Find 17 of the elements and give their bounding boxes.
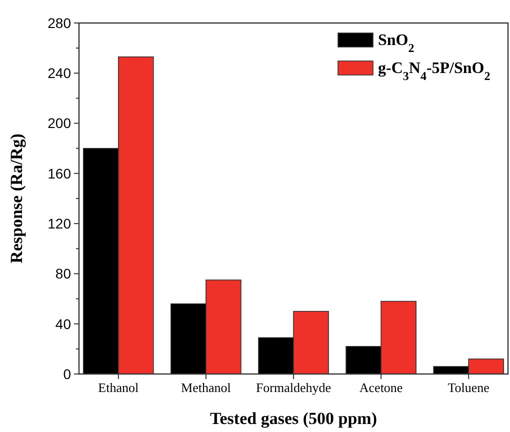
- legend-label: SnO$_{2}$: [378, 32, 414, 55]
- x-tick-label: Formaldehyde: [256, 380, 332, 395]
- y-tick-label: 80: [55, 266, 72, 282]
- y-tick-label: 160: [48, 165, 72, 182]
- y-tick-label: 40: [55, 316, 72, 332]
- y-tick-label: 280: [48, 14, 72, 31]
- y-tick-label: 200: [48, 115, 72, 132]
- legend-label: g-C$_{3}$N$_{4}$-5P/SnO$_{2}$: [378, 60, 490, 83]
- y-tick-label: 120: [48, 215, 72, 232]
- y-axis-title: Response (Ra/Rg): [7, 134, 26, 264]
- x-axis-title: Tested gases (500 ppm): [210, 409, 378, 428]
- x-tick-label: Acetone: [359, 380, 403, 395]
- x-tick-label: Toluene: [448, 380, 490, 395]
- y-tick-label: 240: [48, 65, 72, 82]
- x-tick-label: Methanol: [181, 380, 232, 395]
- x-tick-label: Ethanol: [98, 380, 139, 395]
- y-tick-label: 0: [63, 366, 72, 382]
